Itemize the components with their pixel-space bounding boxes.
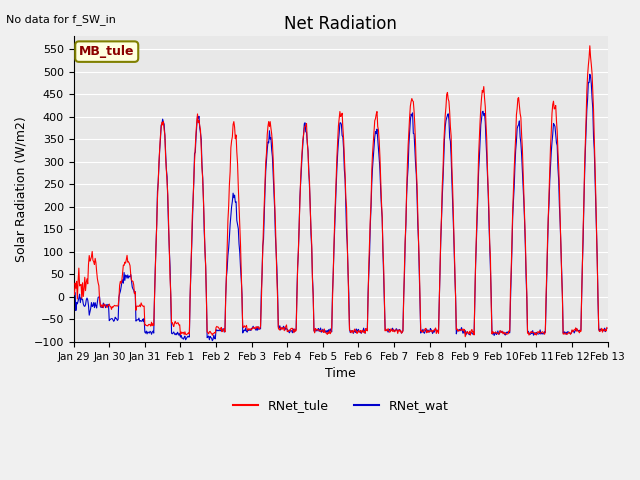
- X-axis label: Time: Time: [325, 367, 356, 380]
- Title: Net Radiation: Net Radiation: [284, 15, 397, 33]
- Y-axis label: Solar Radiation (W/m2): Solar Radiation (W/m2): [15, 116, 28, 262]
- Text: MB_tule: MB_tule: [79, 45, 134, 58]
- Text: No data for f_SW_in: No data for f_SW_in: [6, 14, 116, 25]
- Legend: RNet_tule, RNet_wat: RNet_tule, RNet_wat: [228, 394, 454, 417]
